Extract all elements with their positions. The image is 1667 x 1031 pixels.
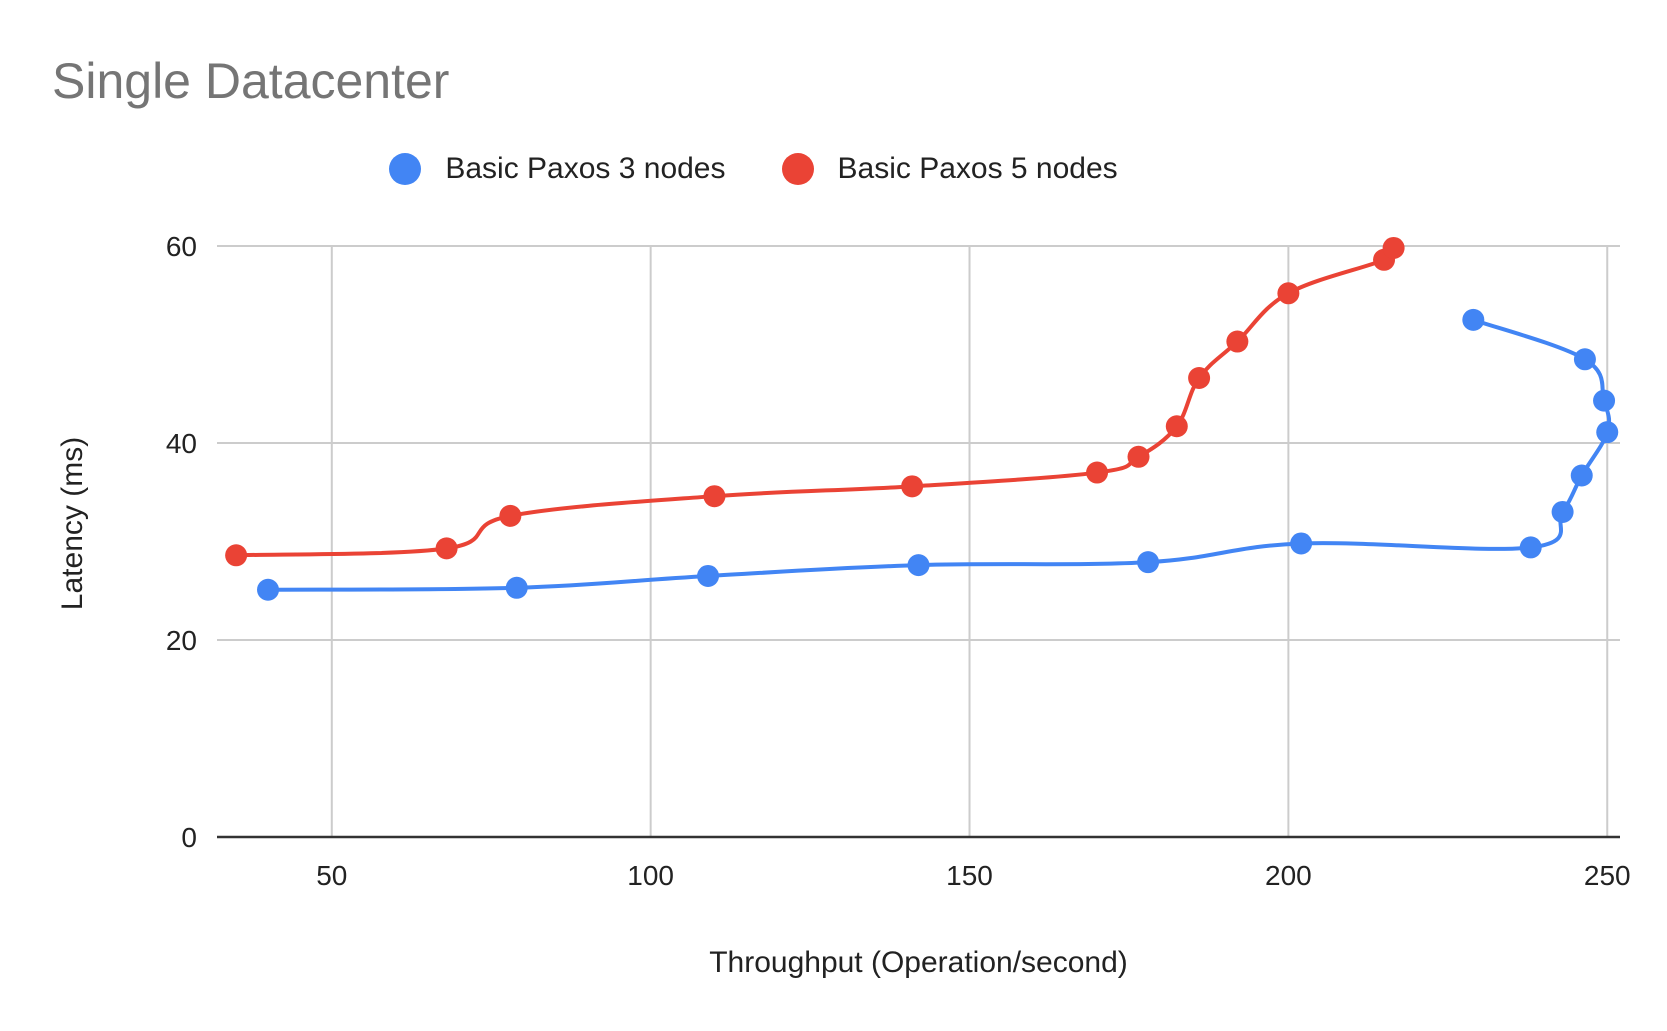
legend: Basic Paxos 3 nodes Basic Paxos 5 nodes [0, 152, 1587, 186]
legend-label-series-2: Basic Paxos 5 nodes [837, 152, 1118, 185]
data-point[interactable] [1277, 282, 1300, 305]
x-tick-label: 250 [1584, 860, 1631, 891]
legend-label-series-1: Basic Paxos 3 nodes [445, 152, 726, 185]
data-point[interactable] [1086, 461, 1109, 484]
legend-item-series-1[interactable]: Basic Paxos 3 nodes [389, 152, 726, 186]
data-point[interactable] [1593, 389, 1616, 412]
data-point[interactable] [1137, 551, 1160, 574]
x-axis-title: Throughput (Operation/second) [709, 946, 1128, 979]
data-point[interactable] [1519, 536, 1542, 559]
x-tick-label: 50 [316, 860, 347, 891]
data-point[interactable] [1165, 415, 1188, 438]
data-point[interactable] [1551, 500, 1574, 523]
data-point[interactable] [1573, 348, 1596, 371]
y-tick-label: 0 [181, 822, 197, 853]
data-point[interactable] [1382, 236, 1405, 259]
series-line-1 [266, 317, 1612, 592]
data-point[interactable] [1570, 464, 1593, 487]
x-tick-label: 100 [627, 860, 674, 891]
y-axis-title: Latency (ms) [56, 437, 89, 610]
y-tick-label: 40 [166, 428, 197, 459]
x-tick-label: 200 [1265, 860, 1312, 891]
data-point[interactable] [1188, 366, 1211, 389]
legend-swatch-series-2 [781, 153, 814, 185]
series-layer [225, 236, 1619, 601]
data-point[interactable] [1127, 445, 1150, 468]
y-tick-label: 20 [166, 625, 197, 656]
chart-title: Single Datacenter [52, 53, 450, 109]
data-point[interactable] [499, 504, 522, 527]
legend-swatch-series-1 [389, 153, 422, 185]
data-point[interactable] [1290, 532, 1313, 555]
data-point[interactable] [703, 485, 726, 508]
legend-item-series-2[interactable]: Basic Paxos 5 nodes [781, 152, 1118, 186]
data-point[interactable] [697, 564, 720, 587]
x-tick-label: 150 [946, 860, 993, 891]
data-point[interactable] [1226, 330, 1249, 353]
data-point[interactable] [907, 554, 930, 577]
series-line-2 [234, 245, 1398, 558]
data-point[interactable] [225, 544, 248, 567]
y-tick-label: 60 [166, 231, 197, 262]
data-point[interactable] [435, 537, 458, 560]
data-point[interactable] [1596, 421, 1619, 444]
axes: 0 20 40 60 50 100 150 200 250 [166, 231, 1631, 891]
data-point[interactable] [901, 475, 924, 498]
gridlines [217, 245, 1620, 837]
series-1 [257, 308, 1619, 601]
data-point[interactable] [505, 576, 528, 599]
data-point[interactable] [257, 578, 280, 601]
series-2 [225, 236, 1405, 567]
data-point[interactable] [1462, 308, 1485, 331]
